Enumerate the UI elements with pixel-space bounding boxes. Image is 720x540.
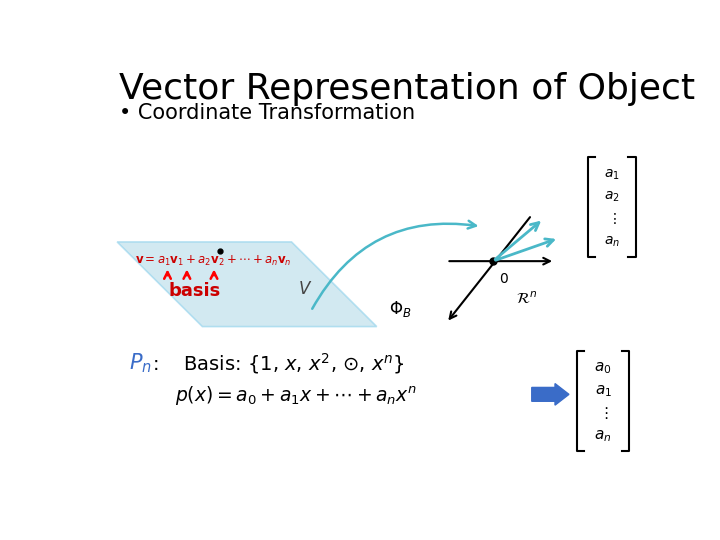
Text: • Coordinate Transformation: • Coordinate Transformation [120, 103, 415, 123]
Text: $a_1$: $a_1$ [595, 383, 611, 399]
Text: $\mathbf{v} = a_1\mathbf{v}_1 + a_2\mathbf{v}_2 + \cdots + a_n\mathbf{v}_n$: $\mathbf{v} = a_1\mathbf{v}_1 + a_2\math… [135, 253, 292, 267]
Text: $a_n$: $a_n$ [595, 428, 612, 444]
Text: Vector Representation of Object: Vector Representation of Object [120, 72, 696, 106]
Text: $a_1$: $a_1$ [603, 168, 619, 183]
Text: $P_n$: $P_n$ [129, 351, 152, 375]
Text: $\vdots$: $\vdots$ [598, 405, 608, 421]
Text: $\Phi_B$: $\Phi_B$ [389, 299, 411, 319]
Text: $V$: $V$ [298, 280, 312, 299]
FancyArrow shape [532, 383, 569, 405]
Text: $\mathcal{R}^n$: $\mathcal{R}^n$ [516, 291, 537, 307]
Text: $a_n$: $a_n$ [603, 234, 620, 248]
Text: basis: basis [168, 282, 221, 300]
Text: $a_0$: $a_0$ [594, 361, 612, 376]
Text: :    Basis: {1, $x$, $x^2$, $\odot$, $x^n$}: : Basis: {1, $x$, $x^2$, $\odot$, $x^n$} [152, 351, 405, 376]
Text: $p(x) = a_0 + a_1 x + \cdots + a_n x^n$: $p(x) = a_0 + a_1 x + \cdots + a_n x^n$ [175, 384, 418, 408]
Polygon shape [117, 242, 377, 327]
Text: $\vdots$: $\vdots$ [607, 211, 616, 226]
Text: 0: 0 [499, 272, 508, 286]
Text: $a_2$: $a_2$ [603, 190, 619, 204]
